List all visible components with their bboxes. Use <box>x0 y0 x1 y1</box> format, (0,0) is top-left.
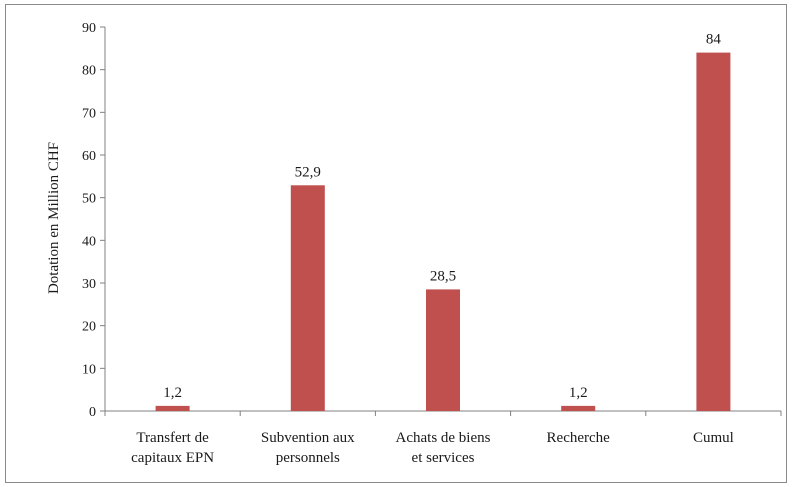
y-tick-label: 80 <box>82 64 96 79</box>
x-tick-label: personnels <box>276 450 340 466</box>
y-tick-label: 30 <box>82 277 96 292</box>
x-tick-label: et services <box>412 450 475 466</box>
x-tick-label: Achats de biens <box>396 430 491 446</box>
y-tick-labels: 0 10 20 30 40 50 60 70 80 90 <box>82 21 105 420</box>
chart-frame: Dotation en Million CHF 1,2 52,9 28,5 1,2 84… <box>5 4 787 483</box>
y-tick-label: 60 <box>82 149 96 164</box>
bar <box>696 52 731 411</box>
x-tick-label: Recherche <box>547 430 611 446</box>
data-label: 1,2 <box>163 385 182 401</box>
x-tick-label: Transfert de <box>136 430 209 446</box>
y-axis-label: Dotation en Million CHF <box>46 142 62 294</box>
x-tick-label: Cumul <box>693 430 734 446</box>
y-tick-label: 40 <box>82 234 96 249</box>
y-tick-label: 10 <box>82 362 96 377</box>
y-tick-label: 0 <box>89 405 96 420</box>
y-tick-label: 90 <box>82 21 96 36</box>
x-tick-labels: Transfert de capitaux EPN Subvention aux pe… <box>131 430 734 466</box>
bar <box>561 405 596 411</box>
data-label: 28,5 <box>430 268 456 284</box>
bar-chart: Dotation en Million CHF 1,2 52,9 28,5 1,2 84… <box>46 21 782 466</box>
data-label: 1,2 <box>569 385 588 401</box>
data-labels: 1,2 52,9 28,5 1,2 84 <box>163 32 721 401</box>
y-tick-label: 70 <box>82 106 96 121</box>
x-tick-label: capitaux EPN <box>131 450 214 466</box>
bar <box>290 185 325 411</box>
data-label: 84 <box>706 32 722 48</box>
y-tick-label: 50 <box>82 192 96 207</box>
bar <box>426 289 460 411</box>
data-label: 52,9 <box>295 164 321 180</box>
x-tick-label: Subvention aux <box>261 430 355 446</box>
y-tick-label: 20 <box>82 320 96 335</box>
bars <box>155 52 731 411</box>
bar <box>155 405 190 411</box>
